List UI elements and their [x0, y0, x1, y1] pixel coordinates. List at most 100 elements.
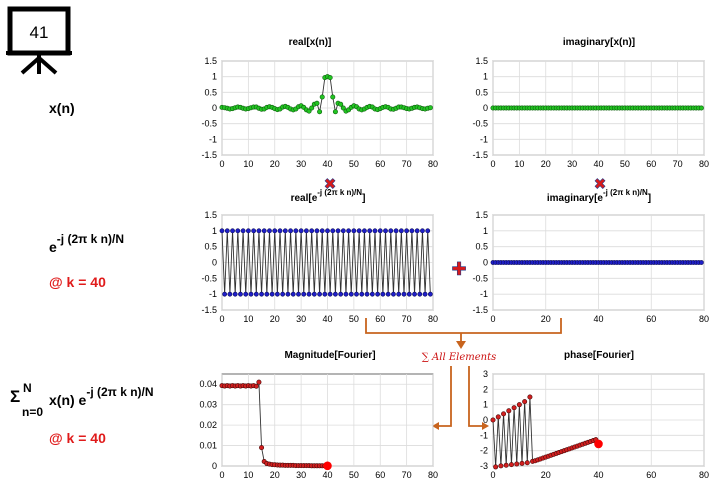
data-point: [524, 460, 530, 466]
data-point: [238, 291, 243, 297]
y-tick-label: -0.5: [201, 119, 217, 129]
data-point: [343, 291, 349, 297]
y-tick-label: -0.5: [201, 273, 217, 283]
data-point: [256, 228, 262, 234]
x-tick-label: 50: [349, 314, 359, 324]
data-point: [698, 260, 704, 265]
chart-title-end: ]: [648, 193, 651, 204]
x-tick-label: 10: [243, 159, 253, 169]
chart-title-sup: -j (2π k n)/N: [317, 188, 362, 197]
arrow-to-magnitude: [436, 366, 452, 427]
data-point: [232, 291, 238, 297]
x-tick-label: 10: [243, 470, 253, 480]
y-tick-label: 0.5: [204, 87, 217, 97]
data-point: [396, 291, 402, 297]
y-tick-label: -1.5: [472, 150, 488, 160]
x-tick-label: 70: [673, 159, 683, 169]
data-point: [385, 291, 391, 297]
data-point: [340, 105, 346, 111]
y-tick-label: -1: [209, 289, 217, 299]
data-point: [420, 228, 425, 234]
slide-number: 41: [30, 23, 49, 42]
data-point: [493, 464, 499, 470]
data-point: [259, 445, 265, 451]
x-tick-label: 30: [296, 159, 306, 169]
chart-magnitude: Magnitude[Fourier] 0 10 20 30 40 50 60 70 80 0.04 0…: [199, 350, 438, 480]
data-point: [253, 291, 259, 297]
data-point: [495, 414, 501, 420]
x-tick-label: 70: [402, 314, 412, 324]
data-point: [306, 291, 312, 297]
data-point: [264, 291, 270, 297]
data-point: [503, 462, 509, 468]
x-tick-label: 50: [349, 470, 359, 480]
summation-sigma: Σ: [10, 387, 20, 406]
multiply-icon-right: ✖: [594, 176, 607, 193]
data-point: [369, 291, 375, 297]
x-tick-label: 70: [402, 470, 412, 480]
data-point: [296, 291, 301, 297]
y-tick-label: 2: [483, 384, 488, 394]
x-tick-label: 70: [402, 159, 412, 169]
y-tick-label: 0: [212, 258, 217, 268]
x-tick-label: 0: [490, 159, 495, 169]
data-point: [516, 402, 522, 408]
data-point: [267, 228, 272, 234]
data-point: [314, 228, 320, 234]
data-point: [393, 228, 399, 234]
y-tick-label: 1.5: [475, 210, 488, 220]
chart-real_exp: real[e-j (2π k n)/N]0 10 20 30 40 50 60 70 801.5…: [201, 188, 438, 324]
data-point: [288, 228, 293, 234]
x-tick-label: 20: [541, 159, 551, 169]
data-point: [346, 228, 351, 234]
data-point: [425, 228, 431, 234]
y-tick-label: 1: [483, 400, 488, 410]
multiply-icon-left: ✖: [324, 176, 337, 193]
highlight-point: [323, 461, 332, 471]
data-point: [417, 291, 423, 297]
x-tick-label: 30: [296, 470, 306, 480]
data-point: [364, 291, 370, 297]
data-point: [422, 291, 428, 297]
arrow-left-head-icon: [432, 422, 439, 430]
y-tick-label: 1: [483, 226, 488, 236]
summation-lower: n=0: [22, 405, 43, 419]
y-tick-label: -2: [480, 446, 488, 456]
data-point: [506, 408, 512, 414]
bracket-connector: [365, 318, 562, 334]
x-tick-label: 0: [490, 314, 495, 324]
y-tick-label: 0.03: [199, 400, 217, 410]
data-point: [338, 291, 344, 297]
data-point: [319, 228, 325, 234]
y-tick-label: 0.04: [199, 379, 217, 389]
arrow-down-head-icon: [456, 341, 466, 349]
y-tick-label: 0.01: [199, 441, 217, 451]
y-tick-label: -0.5: [472, 119, 488, 129]
x-tick-label: 40: [322, 314, 332, 324]
x-tick-label: 60: [646, 159, 656, 169]
chart-title: imaginary[x(n)]: [563, 37, 635, 48]
data-point: [243, 291, 249, 297]
data-point: [240, 228, 246, 234]
y-tick-label: -1.5: [201, 150, 217, 160]
y-tick-label: 0: [483, 103, 488, 113]
chart-title: real[x(n)]: [289, 37, 332, 48]
data-point: [314, 100, 320, 106]
data-point: [245, 228, 251, 234]
y-tick-label: 1: [212, 226, 217, 236]
x-tick-label: 50: [349, 159, 359, 169]
data-point: [511, 405, 517, 411]
data-point: [338, 101, 344, 107]
data-point: [333, 291, 338, 297]
data-point: [219, 228, 225, 234]
data-point: [375, 291, 381, 297]
presentation-board-icon: [6, 6, 72, 75]
data-point: [277, 228, 283, 234]
plus-icon: ✚: [451, 259, 466, 279]
x-tick-label: 20: [270, 159, 280, 169]
data-point: [327, 291, 333, 297]
y-tick-label: 0.5: [475, 87, 488, 97]
y-tick-label: -1.5: [201, 305, 217, 315]
arrow-to-phase: [468, 366, 485, 427]
x-tick-label: 40: [593, 159, 603, 169]
